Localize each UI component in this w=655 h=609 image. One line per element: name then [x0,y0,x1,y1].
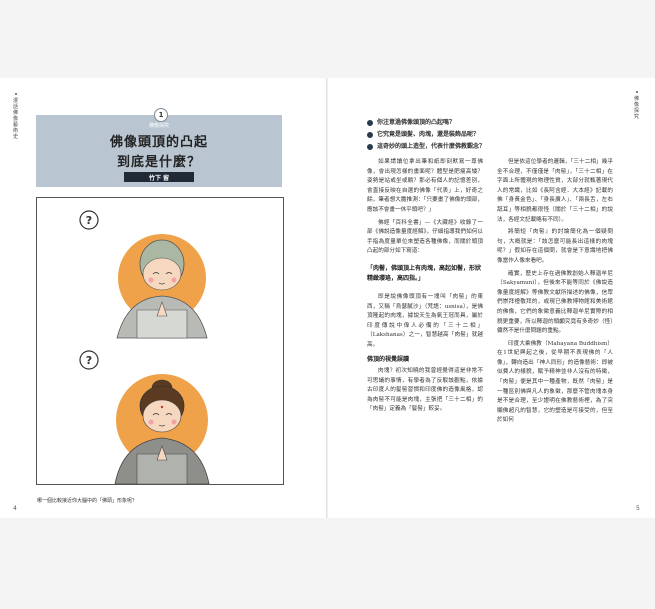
bullet-dot-icon [367,120,373,126]
illustration-frame: ? ? [36,197,284,485]
monk-figure-illustration [116,234,208,339]
chapter-tag: 佛像探究 [148,123,169,129]
bullet-dot-icon [367,144,373,150]
svg-text:?: ? [86,354,92,367]
body-paragraph: 但是依這位學者的邏輯，「三十二相」幾乎全不合理，不僅僅是「肉髻」，「三十二相」在… [497,159,613,223]
author-bar: 竹下 留 [124,172,194,182]
right-page [327,78,655,518]
body-paragraph: 肉塊？初次知曉的我曾經覺得這是非常不可思議的事情，有學者為了反駁該觀點，依據古印… [367,368,483,413]
pull-quote: 「肉髻，佛頭頂上有肉塊，高起如髻，形狀精緻瓔珞，高四指。」 [367,264,482,282]
chapter-title-line2: 到底是什麼？ [116,155,201,170]
book-gutter [326,78,328,518]
body-paragraph: 印度大乘佛教（Mahayana Buddhism）在1世紀興起之後，從早期不表現… [497,340,613,424]
chapter-header: 佛像探究 佛像頭頂的凸起 到底是什麼？ 竹下 留 [36,115,282,187]
key-question-item: 它究竟是頭髮、肉塊，還是裝飾品呢？ [367,129,607,141]
right-page-number: 5 [636,505,640,512]
svg-text:?: ? [86,214,92,227]
chapter-number-badge: 1 [154,108,168,122]
side-dot-icon [636,91,638,93]
author-name: 竹下 留 [148,175,170,182]
key-question-item: 這奇妙的頭上造型，代表什麼佛教觀念？ [367,141,607,153]
body-paragraph: 即是說佛像頭頂有一塊叫「肉髻」的東西，又稱「烏瑟膩沙」（梵語：usnisa），是… [367,293,483,348]
illustration-caption: 哪一個比較接近你大腦中的「佛頭」形象呢？ [37,498,138,504]
text-column-right: 但是依這位學者的邏輯，「三十二相」幾乎全不合理，不僅僅是「肉髻」，「三十二相」在… [497,158,613,429]
question-mark-icon: ? [79,350,99,370]
buddha-figure-illustration [114,374,210,485]
body-paragraph: 佛經「百科全書」—《大藏經》收錄了一部《佛說造像量度經解》，仔細指導我們如何以手… [367,219,483,255]
left-side-label: 漫話佛像藝術史 [13,98,19,140]
bullet-dot-icon [367,132,373,138]
key-questions-list: 你注意過佛像頭頂的凸起嗎？ 它究竟是頭髮、肉塊，還是裝飾品呢？ 這奇妙的頭上造型… [367,117,607,153]
section-subhead: 佛頂的視覺誤讀 [367,355,410,363]
question-mark-icon: ? [79,210,99,230]
buddha-illustrations: ? ? [79,210,210,485]
text-column-left: 如果請讀位拿出筆和紙即刻默寫一尊佛像，會出現怎樣的畫面呢？體型是肥瘦高矮？姿勢是… [367,158,483,418]
body-paragraph: 如果請讀位拿出筆和紙即刻默寫一尊佛像，會出現怎樣的畫面呢？體型是肥瘦高矮？姿勢是… [367,159,483,213]
left-page-number: 4 [13,505,17,512]
body-paragraph: 確實，歷史上存在過佛教創始人釋迦牟尼（Sakyamuni），但後來不能等同於《佛… [497,270,613,335]
side-dot-icon [15,93,17,95]
right-side-label: 佛像探究 [634,96,640,120]
key-question-item: 你注意過佛像頭頂的凸起嗎？ [367,117,607,129]
body-paragraph: 將簡短『肉髻』的討論簡化為一個疑問句，大概就是：「該怎麼可能長出這樣的肉塊呢？」… [497,229,613,264]
chapter-title-line1: 佛像頭頂的凸起 [109,135,208,150]
